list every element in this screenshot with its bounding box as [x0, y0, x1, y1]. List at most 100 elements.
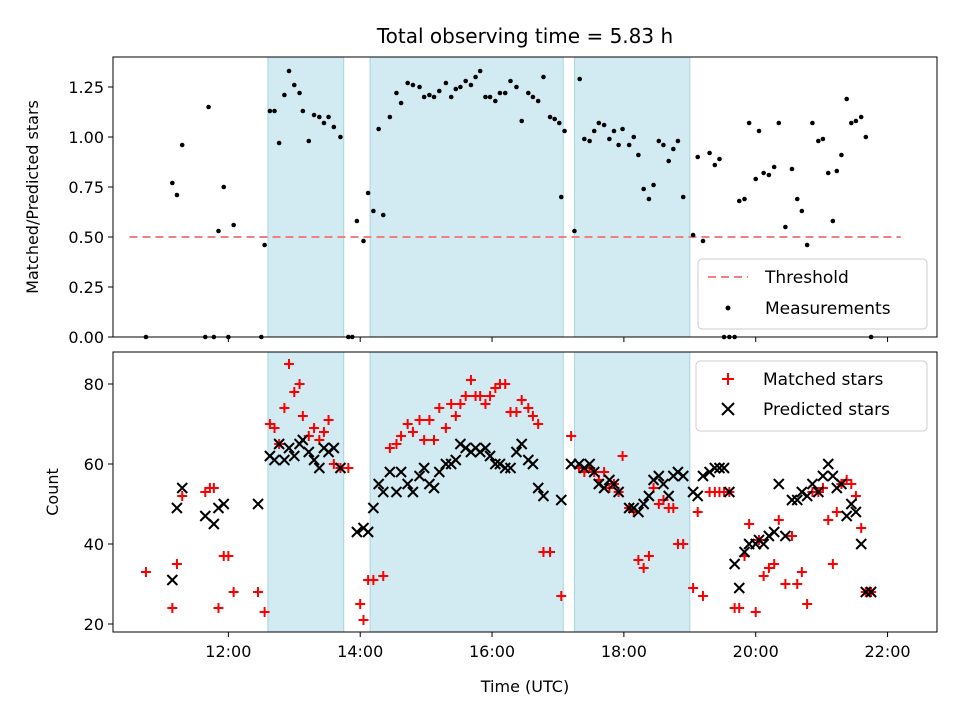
- predicted-star-point: [555, 494, 567, 506]
- measurements-legend-label: Measurements: [765, 299, 891, 319]
- predicted-star-point: [537, 490, 550, 502]
- measurement-point: [825, 170, 831, 176]
- measurement-point: [646, 196, 652, 202]
- predicted-star-point: [278, 454, 291, 466]
- measurement-point: [651, 182, 656, 188]
- matched-star-point: [792, 579, 803, 589]
- measurement-point: [354, 218, 360, 224]
- shaded-interval: [267, 56, 345, 338]
- matched-star-point: [556, 591, 567, 601]
- measurement-point: [410, 82, 416, 88]
- bottom-plot-frame: [112, 351, 938, 633]
- predicted-star-point: [252, 498, 264, 510]
- top-plot-frame: [112, 56, 938, 338]
- predicted-star-point: [515, 438, 528, 450]
- bottom-legend: Matched stars Predicted stars: [695, 360, 928, 432]
- matched-star-point: [796, 567, 807, 577]
- bottom-points: [140, 359, 877, 625]
- measurement-point: [556, 120, 562, 126]
- matched-star-point: [424, 415, 435, 425]
- predicted-star-point: [697, 470, 709, 482]
- predicted-star-point: [662, 490, 675, 502]
- measurement-point: [338, 134, 343, 140]
- top-y-tick-label: 0.00: [68, 328, 104, 347]
- measurement-point: [804, 242, 810, 248]
- bottom-y-tick-label: 60: [84, 455, 104, 474]
- measurement-point: [695, 154, 701, 160]
- measurement-point: [844, 96, 849, 102]
- matched-star-point: [827, 559, 838, 569]
- matched-star-point: [831, 507, 842, 517]
- matched-star-point: [396, 431, 407, 441]
- measurement-point: [468, 82, 474, 88]
- predicted-star-point: [171, 502, 183, 514]
- matched-star-point: [485, 391, 496, 401]
- measurement-point: [502, 90, 508, 96]
- chart-title: Total observing time = 5.83 h: [376, 24, 673, 48]
- measurement-point: [297, 90, 302, 96]
- measurement-point: [853, 118, 859, 124]
- predicted-star-point: [728, 558, 741, 570]
- measurement-point: [746, 120, 752, 126]
- shaded-interval: [573, 56, 691, 338]
- matched-star-point: [228, 587, 239, 597]
- measurement-point: [262, 242, 267, 248]
- matched-star-point: [668, 503, 679, 513]
- top-shaded-intervals: [267, 56, 691, 338]
- matched-star-point: [643, 551, 654, 561]
- predicted-star-point: [801, 490, 813, 502]
- measurement-point: [463, 78, 468, 84]
- bottom-y-tick-label: 80: [84, 375, 104, 394]
- predicted-star-point: [401, 478, 414, 490]
- matched-star-point: [208, 483, 219, 493]
- measurement-point: [756, 128, 762, 134]
- measurement-point: [562, 128, 567, 134]
- x-tick-label: 12:00: [205, 642, 251, 661]
- measurement-point: [267, 108, 273, 114]
- top-legend-box: [697, 258, 928, 330]
- measurement-point: [427, 92, 432, 98]
- predicted-star-point: [384, 466, 396, 478]
- predicted-star-point: [510, 446, 523, 458]
- measurement-point: [830, 218, 836, 224]
- measurement-point: [789, 166, 795, 172]
- measurement-point: [636, 152, 641, 158]
- measurement-point: [453, 86, 459, 92]
- matched-star-point: [323, 415, 334, 425]
- measurement-point: [596, 120, 602, 126]
- measurement-point: [607, 136, 612, 142]
- measurement-point: [712, 162, 718, 168]
- measurement-point: [626, 142, 632, 148]
- predicted-star-point: [367, 502, 380, 514]
- predicted-star-point: [768, 526, 780, 538]
- matched-star-point: [465, 375, 476, 385]
- predicted-star-point: [407, 486, 419, 498]
- matched-star-point: [846, 479, 857, 489]
- measurement-point: [666, 158, 672, 164]
- measurement-point: [717, 156, 722, 162]
- predicted-star-point: [718, 462, 730, 474]
- predicted-star-point: [303, 446, 315, 458]
- top-y-tick-label: 0.75: [68, 178, 104, 197]
- matched-star-point: [171, 559, 182, 569]
- measurement-point: [572, 228, 577, 234]
- matched-star-point: [780, 579, 791, 589]
- top-x-axis-ticks: [227, 337, 889, 342]
- top-y-tick-label: 0.50: [68, 228, 104, 247]
- measurement-point: [601, 122, 607, 128]
- predicted-star-point: [657, 478, 670, 490]
- predicted-star-point: [450, 454, 462, 466]
- measurement-point: [179, 142, 185, 148]
- x-axis-label: Time (UTC): [480, 677, 569, 696]
- predicted-star-point: [738, 546, 751, 558]
- matched-star-point: [823, 515, 834, 525]
- predicted-star-point: [822, 458, 834, 470]
- predicted-star-point: [313, 462, 326, 474]
- predicted-star-point: [362, 526, 374, 538]
- matched-star-point: [434, 403, 445, 413]
- measurement-point: [448, 94, 454, 100]
- predicted-star-point: [865, 586, 877, 598]
- matched-star-point: [279, 403, 290, 413]
- measurement-point: [858, 114, 864, 120]
- predicted-star-point: [413, 470, 426, 482]
